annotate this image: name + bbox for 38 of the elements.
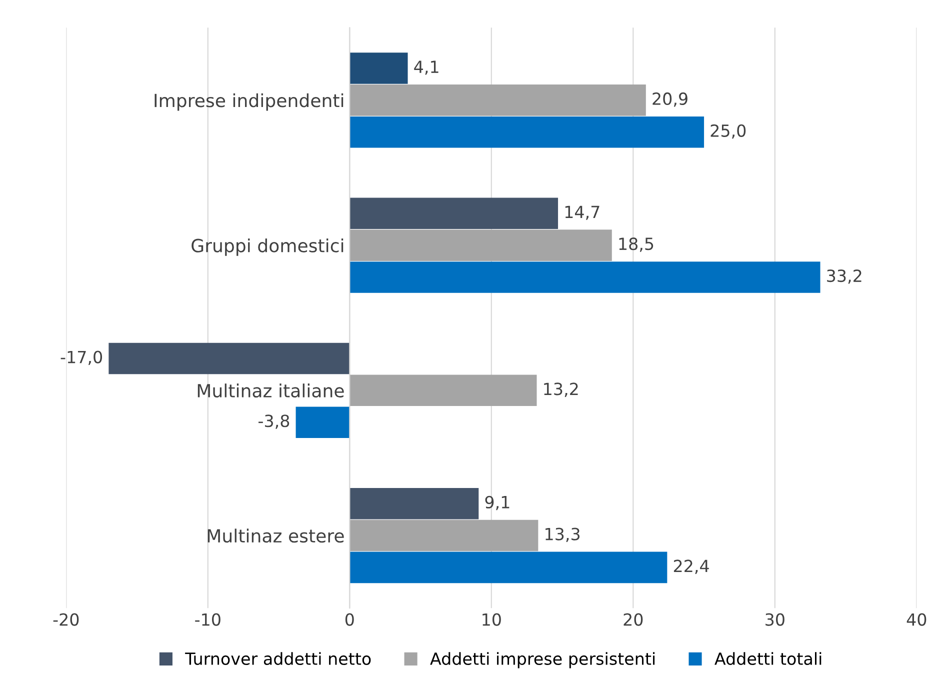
legend-label: Addetti imprese persistenti [430, 652, 655, 668]
data-label: -17,0 [60, 350, 102, 366]
y-tick-label: Imprese indipendenti [154, 93, 344, 111]
x-tick-label: -10 [195, 613, 220, 626]
data-label: 14,7 [565, 206, 600, 220]
data-label: 18,5 [619, 238, 654, 252]
data-label: 25,0 [710, 124, 746, 139]
y-tick-label: Multinaz italiane [198, 384, 344, 398]
data-label: 13,3 [546, 528, 580, 542]
x-tick-label: 20 [624, 613, 643, 626]
bar [350, 262, 820, 293]
legend-label: Turnover addetti netto [185, 652, 371, 666]
bar [108, 342, 350, 374]
data-label: 22,4 [674, 560, 709, 574]
bar [350, 552, 668, 584]
bar [350, 230, 612, 261]
x-tick-label: 0 [345, 613, 354, 626]
bar [350, 198, 558, 230]
data-label: 20,9 [652, 92, 688, 107]
bar [350, 488, 479, 520]
x-tick-label: 40 [906, 613, 926, 626]
bar [350, 52, 408, 84]
bar [350, 116, 704, 148]
data-label: 4,1 [414, 60, 438, 75]
bar [350, 84, 646, 116]
data-label: 33,2 [827, 269, 862, 284]
x-tick-label: -20 [53, 613, 79, 626]
y-tick-label: Gruppi domestici [192, 238, 344, 256]
y-tick-label: Multinaz estere [208, 528, 344, 543]
data-label: -3,8 [258, 414, 290, 429]
data-label: 13,2 [544, 382, 578, 397]
bar [350, 520, 538, 552]
bar [296, 406, 350, 438]
data-label: 9,1 [485, 496, 510, 510]
x-tick-label: 30 [766, 613, 784, 626]
x-tick-label: 10 [482, 613, 501, 626]
bar [350, 374, 537, 406]
legend-label: Addetti totali [714, 652, 822, 666]
